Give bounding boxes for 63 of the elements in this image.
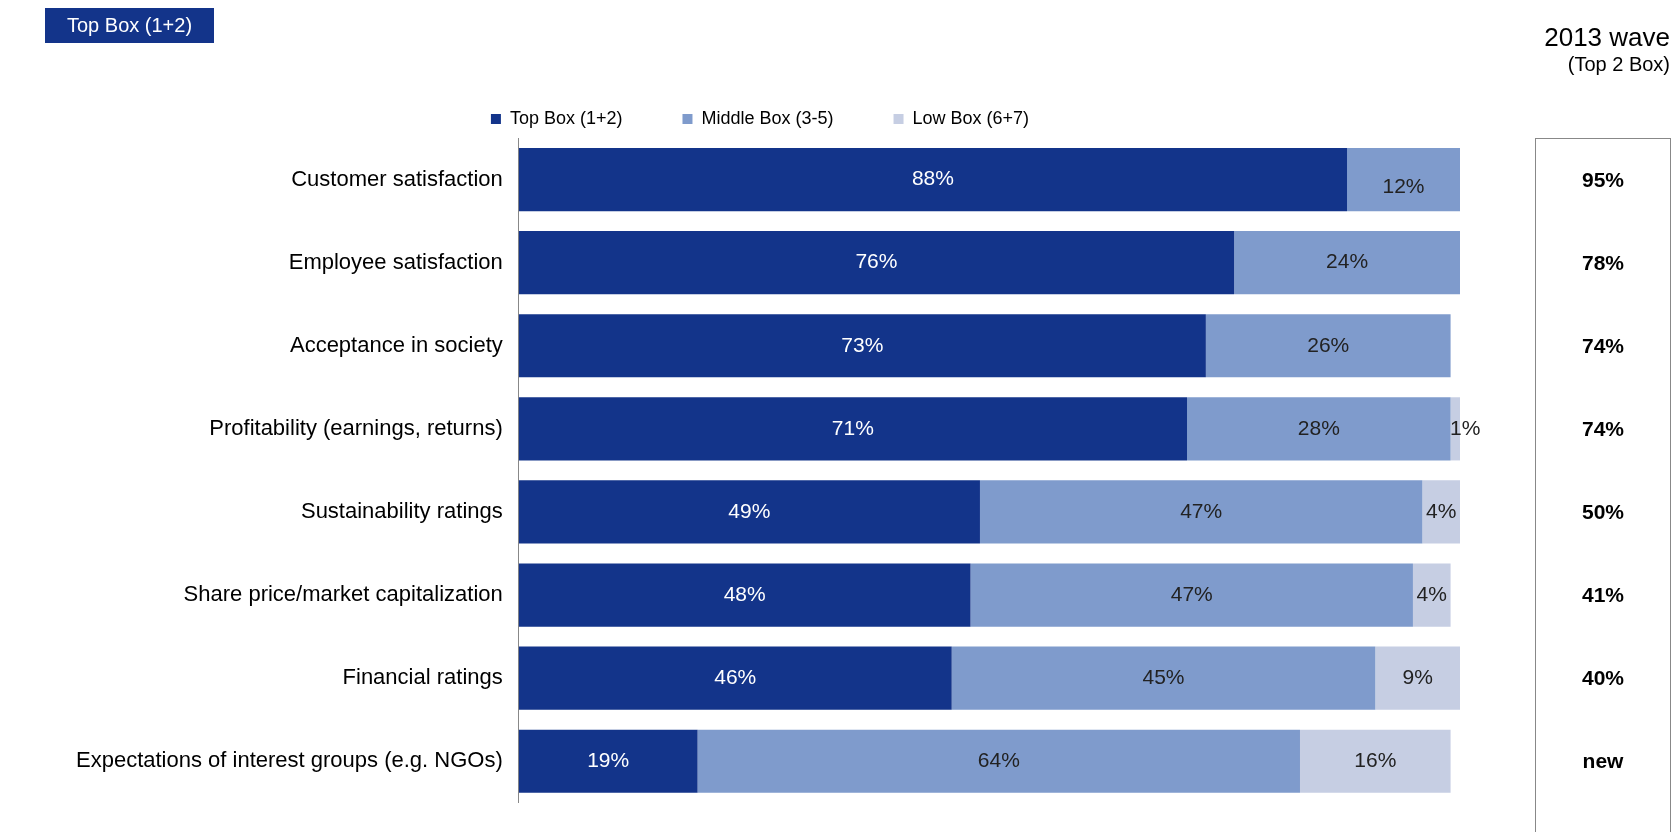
bar: [518, 646, 952, 710]
bar: [518, 480, 980, 544]
legend-label: Middle Box (3-5): [701, 107, 834, 128]
y-tick-label: Financial ratings: [342, 664, 503, 690]
y-tick-label: Profitability (earnings, returns): [209, 414, 503, 440]
data-label: 73%: [841, 332, 884, 356]
bar: [1412, 563, 1451, 627]
text: 41%: [1581, 583, 1625, 608]
bar: [1234, 231, 1460, 295]
data-label: 49%: [728, 498, 771, 522]
data-label: 64%: [977, 748, 1020, 772]
text: (Top 2 Box): [1566, 53, 1670, 76]
bar: [518, 729, 698, 793]
bar: [970, 563, 1413, 627]
data-label: 4%: [1426, 498, 1457, 522]
text: Top Box (1+2): [45, 8, 215, 43]
data-label: 45%: [1142, 664, 1185, 688]
bar: [518, 231, 1235, 295]
text: 2013 wave: [1543, 22, 1670, 53]
y-tick-label: Share price/market capitalization: [183, 581, 503, 607]
data-label: 16%: [1354, 748, 1397, 772]
text: 50%: [1581, 499, 1625, 524]
data-label: 47%: [1180, 498, 1223, 522]
bar: [1375, 646, 1460, 710]
data-label: 46%: [714, 664, 757, 688]
text: 95%: [1581, 167, 1625, 192]
text: 74%: [1581, 333, 1625, 358]
data-label: 4%: [1416, 581, 1447, 605]
legend-label: Top Box (1+2): [509, 107, 623, 128]
bar: [979, 480, 1423, 544]
bar: [1187, 397, 1451, 461]
data-label: 88%: [911, 166, 954, 190]
bar: [1299, 729, 1451, 793]
data-label: 48%: [723, 581, 766, 605]
data-label: 24%: [1326, 249, 1369, 273]
text: 40%: [1581, 666, 1625, 691]
data-label: 28%: [1297, 415, 1340, 439]
data-label: 1%: [1450, 415, 1481, 439]
bar: [1205, 314, 1451, 378]
bar: [518, 147, 1348, 212]
text: 78%: [1581, 250, 1625, 275]
y-tick-label: Sustainability ratings: [300, 498, 503, 524]
bar: [697, 729, 1300, 793]
data-label: 47%: [1170, 581, 1213, 605]
text: new: [1581, 749, 1625, 774]
y-tick-label: Acceptance in society: [289, 331, 503, 357]
data-label: 19%: [587, 748, 630, 772]
data-label: 71%: [831, 415, 874, 439]
data-label: 76%: [855, 249, 898, 273]
data-label: 12%: [1382, 174, 1425, 198]
bar: [518, 314, 1206, 378]
text: 74%: [1581, 416, 1625, 441]
legend-label: Low Box (6+7): [912, 107, 1030, 128]
bar: [518, 397, 1188, 461]
bar: [951, 646, 1376, 710]
bar: [1347, 147, 1460, 212]
y-tick-label: Customer satisfaction: [291, 165, 503, 191]
data-label: 9%: [1402, 664, 1433, 688]
y-tick-label: Expectations of interest groups (e.g. NGOs): [75, 747, 503, 773]
y-tick-label: Employee satisfaction: [288, 248, 503, 274]
data-label: 26%: [1307, 332, 1350, 356]
bar: [518, 563, 971, 627]
bar: [1422, 480, 1460, 544]
